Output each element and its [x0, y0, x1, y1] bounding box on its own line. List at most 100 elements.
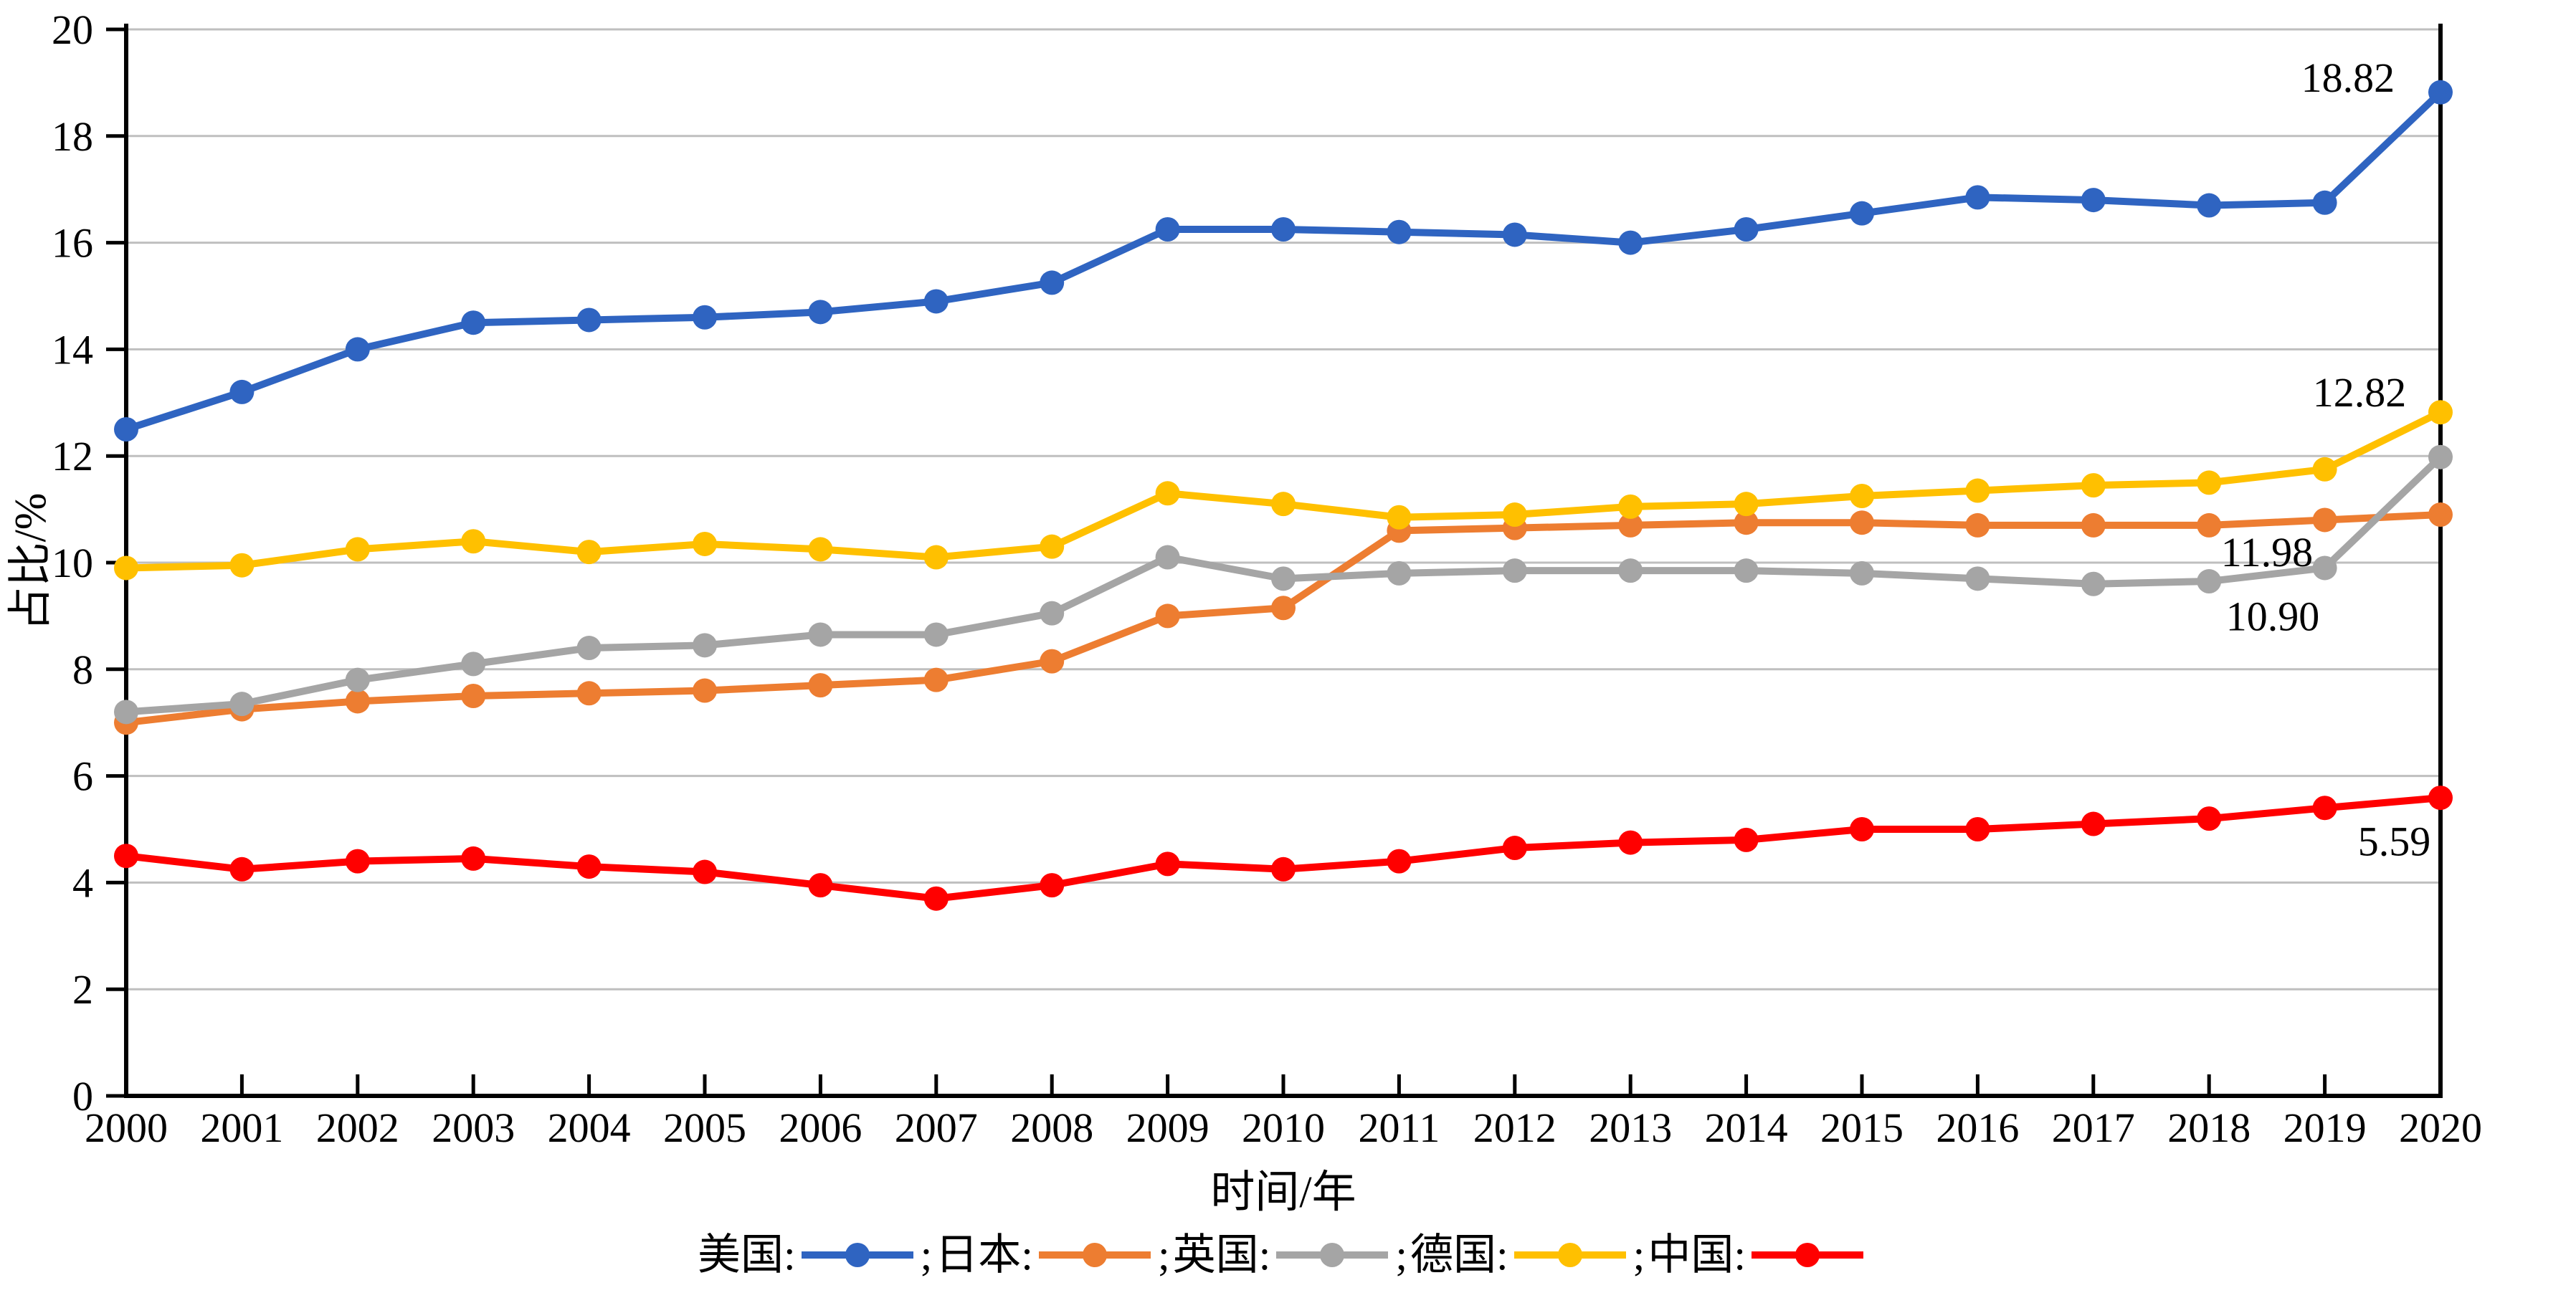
x-tick-label: 2002 — [316, 1104, 399, 1151]
series-point-japan-2009 — [1155, 603, 1180, 629]
x-tick-label: 2004 — [548, 1104, 631, 1151]
series-point-germany-2006 — [808, 537, 833, 562]
y-tick-label: 10 — [52, 540, 93, 586]
legend-item-uk: 英国:; — [1173, 1223, 1410, 1287]
series-point-usa-2008 — [1040, 270, 1065, 295]
series-point-china-2019 — [2312, 796, 2337, 821]
series-point-germany-2013 — [1618, 494, 1643, 519]
x-tick-label: 2000 — [85, 1104, 168, 1151]
series-point-japan-2019 — [2312, 507, 2337, 533]
legend-label: 美国: — [697, 1231, 796, 1279]
y-tick-label: 8 — [72, 646, 93, 693]
series-point-uk-2018 — [2197, 569, 2222, 594]
legend-separator: ; — [1395, 1231, 1407, 1279]
series-point-usa-2017 — [2081, 188, 2106, 213]
series-point-china-2018 — [2197, 806, 2222, 831]
series-point-germany-2020 — [2428, 400, 2453, 425]
x-axis-title: 时间/年 — [1210, 1168, 1356, 1217]
series-point-uk-2006 — [808, 622, 833, 647]
point-value-label: 12.82 — [2313, 369, 2407, 416]
series-point-germany-2008 — [1040, 534, 1065, 559]
series-point-usa-2003 — [461, 310, 486, 335]
series-point-usa-2011 — [1387, 219, 1412, 244]
series-point-uk-2012 — [1502, 558, 1527, 583]
series-point-uk-2010 — [1271, 566, 1296, 591]
series-point-usa-2010 — [1271, 217, 1296, 242]
series-point-china-2000 — [114, 844, 138, 869]
series-point-germany-2019 — [2312, 457, 2337, 482]
legend-separator: ; — [920, 1231, 933, 1279]
x-tick-label: 2013 — [1589, 1104, 1672, 1151]
series-point-germany-2015 — [1850, 484, 1874, 508]
x-tick-label: 2014 — [1705, 1104, 1788, 1151]
legend-label: 德国: — [1410, 1231, 1508, 1279]
series-point-germany-2004 — [576, 540, 602, 565]
series-point-japan-2013 — [1618, 512, 1643, 538]
y-tick-label: 0 — [72, 1073, 93, 1120]
series-point-usa-2012 — [1502, 222, 1527, 247]
series-point-japan-2003 — [461, 684, 486, 708]
series-point-china-2007 — [923, 886, 949, 911]
x-tick-label: 2003 — [432, 1104, 515, 1151]
series-point-germany-2018 — [2197, 470, 2222, 495]
series-point-china-2014 — [1734, 827, 1759, 852]
series-point-uk-2016 — [1965, 566, 1990, 591]
series-point-usa-2018 — [2197, 193, 2222, 218]
legend-item-japan: 日本:; — [935, 1223, 1172, 1287]
series-point-usa-2007 — [923, 289, 949, 314]
x-tick-label: 2010 — [1242, 1104, 1325, 1151]
legend-label: 英国: — [1172, 1231, 1271, 1279]
x-tick-label: 2020 — [2399, 1104, 2482, 1151]
x-tick-label: 2015 — [1820, 1104, 1904, 1151]
series-point-germany-2012 — [1502, 502, 1527, 528]
legend-separator: ; — [1157, 1231, 1170, 1279]
series-point-uk-2002 — [345, 667, 370, 692]
legend-label: 中国: — [1648, 1231, 1746, 1279]
point-value-label: 10.90 — [2226, 593, 2320, 639]
series-point-uk-2015 — [1850, 560, 1874, 586]
x-tick-label: 2009 — [1126, 1104, 1209, 1151]
series-point-germany-2010 — [1271, 492, 1296, 517]
y-tick-label: 4 — [72, 859, 93, 906]
series-point-china-2012 — [1502, 836, 1527, 861]
series-point-uk-2020 — [2428, 444, 2453, 469]
series-point-china-2001 — [229, 856, 255, 882]
series-point-usa-2019 — [2312, 190, 2337, 215]
legend-marker-usa — [801, 1243, 913, 1267]
series-point-germany-2009 — [1155, 481, 1180, 506]
series-point-japan-2016 — [1965, 512, 1990, 538]
legend-item-germany: 德国:; — [1410, 1223, 1648, 1287]
point-value-label: 5.59 — [2358, 818, 2431, 864]
legend-label: 日本: — [935, 1231, 1033, 1279]
series-point-usa-2000 — [114, 417, 138, 442]
series-point-japan-2010 — [1271, 596, 1296, 621]
y-axis-title: 占比/% — [6, 492, 55, 631]
legend-item-china: 中国: — [1648, 1223, 1869, 1287]
series-point-china-2002 — [345, 849, 370, 874]
x-tick-label: 2007 — [895, 1104, 978, 1151]
x-tick-label: 2006 — [779, 1104, 862, 1151]
series-point-germany-2007 — [923, 545, 949, 570]
x-tick-label: 2005 — [663, 1104, 746, 1151]
series-point-usa-2020 — [2428, 80, 2453, 105]
series-point-japan-2017 — [2081, 512, 2106, 538]
point-value-label: 18.82 — [2301, 54, 2395, 101]
series-point-uk-2003 — [461, 652, 486, 677]
y-tick-label: 12 — [52, 433, 93, 479]
series-point-germany-2000 — [114, 555, 138, 581]
x-tick-label: 2001 — [200, 1104, 283, 1151]
series-point-germany-2017 — [2081, 473, 2106, 498]
y-tick-label: 16 — [52, 220, 93, 267]
series-point-china-2004 — [576, 854, 602, 879]
series-point-china-2017 — [2081, 811, 2106, 836]
x-tick-label: 2018 — [2167, 1104, 2251, 1151]
series-point-uk-2014 — [1734, 558, 1759, 583]
series-point-usa-2015 — [1850, 201, 1874, 226]
series-point-usa-2001 — [229, 379, 255, 404]
series-point-usa-2014 — [1734, 217, 1759, 242]
series-point-uk-2004 — [576, 636, 602, 661]
y-tick-label: 14 — [52, 326, 93, 373]
series-point-uk-2005 — [693, 633, 717, 658]
series-point-uk-2007 — [923, 622, 949, 647]
series-point-usa-2005 — [693, 305, 717, 330]
